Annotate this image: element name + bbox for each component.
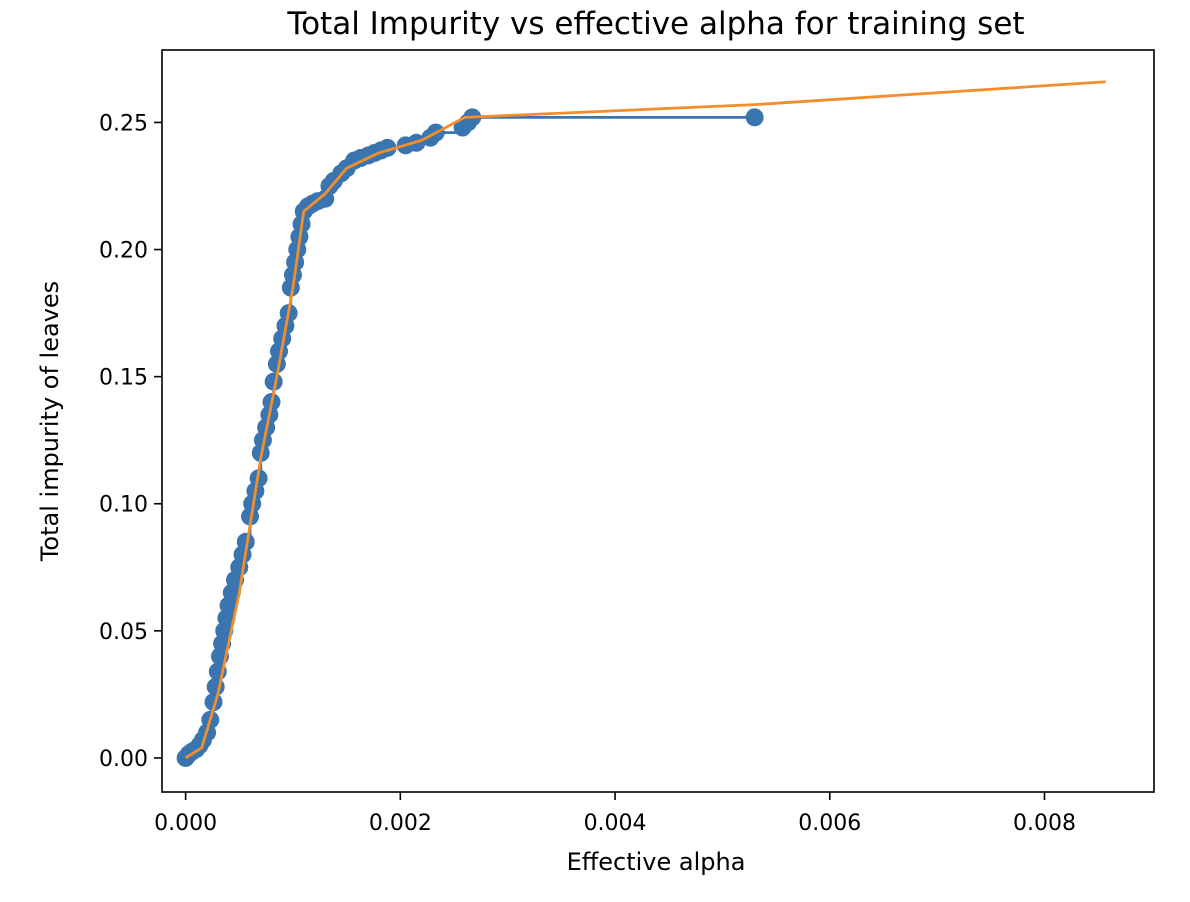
plot-frame bbox=[161, 49, 1155, 793]
y-tick-label: 0.15 bbox=[99, 366, 148, 391]
x-tick-label: 0.006 bbox=[798, 811, 861, 836]
x-axis: 0.000 0.002 0.004 0.006 0.008 bbox=[154, 792, 1076, 836]
y-tick-label: 0.25 bbox=[99, 111, 148, 136]
series-1-line bbox=[184, 80, 1106, 760]
y-tick-label: 0.10 bbox=[99, 493, 148, 518]
y-tick-label: 0.05 bbox=[99, 620, 148, 645]
series-1 bbox=[184, 80, 1106, 760]
y-axis-label: Total impurity of leaves bbox=[36, 281, 64, 562]
chart-title: Total Impurity vs effective alpha for tr… bbox=[286, 6, 1024, 42]
x-axis-label: Effective alpha bbox=[567, 848, 746, 876]
y-tick-label: 0.20 bbox=[99, 239, 148, 264]
x-tick-label: 0.004 bbox=[584, 811, 647, 836]
x-tick-label: 0.000 bbox=[154, 811, 217, 836]
y-tick-label: 0.00 bbox=[99, 747, 148, 772]
y-axis: 0.00 0.05 0.10 0.15 0.20 0.25 bbox=[99, 111, 162, 772]
x-tick-label: 0.002 bbox=[369, 811, 432, 836]
x-tick-label: 0.008 bbox=[1013, 811, 1076, 836]
plot-area bbox=[176, 80, 1106, 767]
